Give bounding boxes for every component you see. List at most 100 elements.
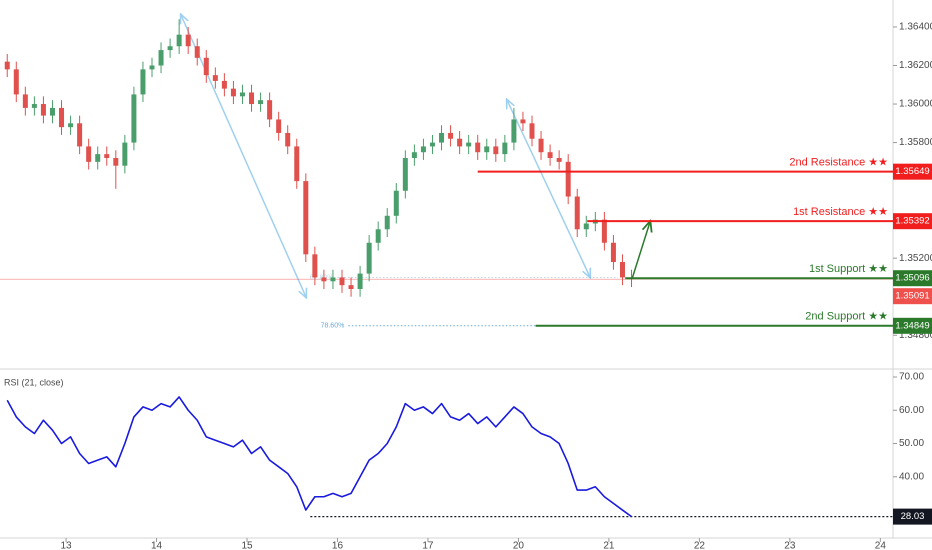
x-tick-label: 14	[151, 541, 163, 550]
candle-body	[95, 154, 101, 162]
level-price-box	[893, 270, 932, 287]
candle-body	[411, 152, 417, 158]
candle-body	[303, 181, 309, 255]
candle-body	[466, 142, 472, 147]
candle-body	[393, 190, 399, 216]
candle-body	[357, 273, 363, 290]
level-label: 2nd Resistance ★★	[789, 157, 888, 169]
y-tick-label: 1.35200	[899, 253, 932, 264]
fib-label: 78.60%	[321, 323, 345, 330]
candle-body	[68, 123, 74, 128]
level-label: 1st Support ★★	[809, 263, 888, 275]
candle-body	[493, 146, 499, 155]
candle-body	[276, 119, 282, 133]
candle-body	[122, 142, 128, 166]
level-label: 2nd Support ★★	[805, 311, 888, 323]
candle-body	[86, 146, 92, 162]
candle-body	[140, 69, 146, 95]
level-price-box	[893, 163, 932, 180]
candle-body	[22, 94, 28, 108]
y-tick-label: 60.00	[899, 405, 924, 416]
candle-body	[538, 138, 544, 153]
level-price-label: 1.35392	[895, 216, 929, 227]
candle-body	[312, 254, 318, 278]
candle-body	[556, 157, 562, 162]
candle-body	[221, 80, 227, 89]
candle-body	[158, 50, 164, 66]
candle-body	[230, 88, 236, 97]
candle-body	[565, 161, 571, 197]
candle-body	[249, 92, 255, 105]
candle-body	[330, 277, 336, 282]
candle-body	[258, 100, 264, 105]
candle-body	[375, 229, 381, 243]
candle-body	[40, 104, 46, 116]
candle-body	[429, 142, 435, 147]
x-tick-label: 23	[784, 541, 796, 550]
rsi-level-label: 28.03	[901, 511, 925, 522]
candle-body	[574, 196, 580, 230]
y-tick-label: 40.00	[899, 471, 924, 482]
rsi-line	[6, 396, 632, 518]
y-tick-label: 1.34800	[899, 330, 932, 341]
y-tick-label: 1.36200	[899, 60, 932, 71]
candle-body	[321, 277, 327, 282]
candle-body	[583, 223, 589, 230]
candle-body	[185, 34, 191, 47]
candle-body	[511, 119, 517, 143]
candle-body	[212, 75, 218, 81]
x-tick-label: 13	[60, 541, 72, 550]
candle-body	[113, 157, 119, 166]
candle-body	[239, 92, 245, 97]
candle-body	[619, 262, 625, 278]
trend-arrow	[181, 15, 306, 297]
x-tick-label: 20	[513, 541, 525, 550]
candle-body	[131, 94, 137, 143]
y-tick-label: 70.00	[899, 372, 924, 383]
x-tick-label: 22	[694, 541, 706, 550]
rsi-title: RSI (21, close)	[4, 377, 64, 387]
candle-body	[339, 277, 345, 286]
candle-body	[520, 119, 526, 124]
candle-body	[547, 152, 553, 158]
candle-body	[601, 219, 607, 243]
candle-body	[176, 34, 182, 47]
level-price-label: 1.34849	[895, 320, 929, 331]
candle-body	[149, 65, 155, 70]
candle-body	[457, 138, 463, 147]
level-price-box	[893, 213, 932, 230]
candle-body	[384, 215, 390, 230]
rsi-level-box	[893, 508, 932, 525]
candle-body	[502, 142, 508, 155]
y-tick-label: 1.36400	[899, 22, 932, 33]
candle-body	[294, 146, 300, 182]
level-price-label: 1.35096	[895, 273, 929, 284]
y-tick-label: 1.36000	[899, 99, 932, 110]
trend-arrow	[507, 100, 590, 277]
candle-body	[484, 146, 490, 153]
candle-body	[4, 61, 10, 70]
candle-body	[77, 123, 83, 147]
candle-body	[610, 242, 616, 263]
candle-body	[420, 146, 426, 153]
candle-body	[348, 285, 354, 290]
projection-arrow	[631, 222, 650, 280]
candle-body	[402, 157, 408, 191]
x-tick-label: 21	[603, 541, 615, 550]
y-tick-label: 1.35800	[899, 137, 932, 148]
x-tick-label: 17	[422, 541, 434, 550]
candle-body	[31, 104, 37, 108]
level-price-label: 1.35649	[895, 166, 929, 177]
candle-body	[13, 69, 19, 95]
candle-body	[194, 46, 200, 58]
level-label: 1st Resistance ★★	[793, 206, 888, 218]
candle-body	[104, 154, 110, 158]
x-tick-label: 24	[875, 541, 887, 550]
candle-body	[49, 107, 55, 116]
level-price-box	[893, 317, 932, 334]
candle-body	[267, 100, 273, 120]
candle-body	[167, 46, 173, 51]
candle-body	[285, 132, 291, 147]
